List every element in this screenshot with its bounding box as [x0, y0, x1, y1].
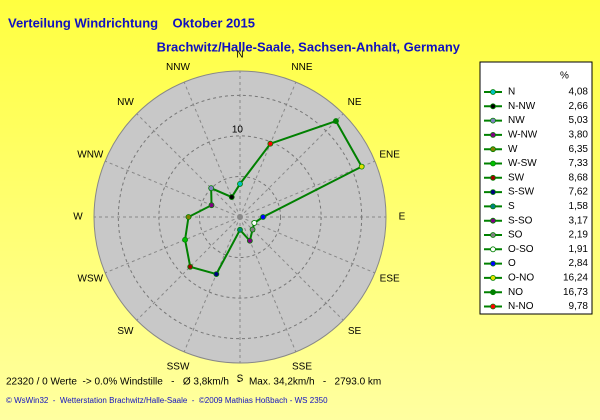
wind-point	[267, 140, 274, 147]
spoke	[183, 216, 241, 353]
legend-value: 16,73	[563, 287, 588, 298]
legend-value: 1,58	[569, 201, 589, 212]
direction-label: NNE	[291, 62, 312, 73]
legend-marker	[490, 232, 496, 238]
legend-marker	[490, 160, 496, 167]
wind-point	[228, 194, 235, 200]
legend-name: SW	[508, 172, 525, 183]
legend-marker	[490, 203, 496, 210]
direction-label: E	[399, 212, 406, 223]
legend-marker	[490, 289, 496, 296]
footer: 22320 / 0 Werte -> 0.0% Windstille - Ø 3…	[6, 377, 381, 388]
legend-value: 7,62	[569, 187, 589, 198]
legend-value: 9,78	[569, 301, 589, 312]
legend-name: W-SW	[508, 158, 537, 169]
legend-name: W	[508, 144, 518, 155]
wind-point	[187, 263, 194, 270]
wind-point	[333, 118, 339, 124]
direction-label: SSW	[167, 361, 190, 372]
legend-marker	[490, 246, 496, 253]
wind-point	[246, 237, 253, 244]
legend-value: 16,24	[563, 273, 588, 284]
grid-ring	[158, 135, 322, 299]
legend-header: %	[560, 71, 569, 82]
legend-name: NW	[508, 115, 525, 126]
legend-name: S	[508, 201, 515, 212]
wind-point	[358, 163, 365, 170]
direction-label: W	[73, 212, 83, 223]
wind-point	[251, 220, 258, 226]
wind-point	[213, 271, 220, 278]
credits: © WsWin32 - Wetterstation Brachwitz/Hall…	[6, 396, 328, 405]
legend-name: NO	[508, 287, 523, 298]
grid-ring	[198, 175, 282, 259]
wind-point	[182, 236, 188, 243]
legend-marker	[490, 303, 496, 310]
legend-name: O	[508, 258, 516, 269]
direction-label: S	[237, 374, 244, 385]
legend-name: S-SO	[508, 215, 533, 226]
legend-name: N	[508, 87, 515, 98]
legend-value: 2,84	[569, 258, 589, 269]
spoke	[239, 216, 376, 274]
spoke	[239, 216, 344, 321]
legend-box	[479, 61, 593, 315]
legend-value: 5,03	[569, 115, 589, 126]
legend-name: S-SW	[508, 187, 535, 198]
r-tick-label: 10	[232, 125, 244, 136]
legend-marker	[490, 189, 496, 196]
wind-point	[185, 214, 192, 220]
legend-name: O-SO	[508, 244, 534, 255]
legend-name: SO	[508, 230, 523, 241]
wind-point	[237, 181, 243, 187]
legend-value: 8,68	[569, 172, 589, 183]
legend-name: N-NO	[508, 301, 534, 312]
legend-value: 7,33	[569, 158, 589, 169]
legend-marker	[490, 146, 496, 153]
wind-point	[260, 214, 266, 220]
legend-value: 1,91	[569, 244, 589, 255]
wind-point	[208, 185, 215, 192]
direction-label: NW	[117, 97, 134, 108]
legend-value: 3,17	[569, 215, 589, 226]
legend-value: 6,35	[569, 144, 589, 155]
wind-point	[208, 202, 215, 209]
direction-label: SE	[348, 326, 362, 337]
legend-value: 3,80	[569, 130, 589, 141]
chart-title: Verteilung Windrichtung Oktober 2015	[8, 15, 255, 30]
direction-label: SW	[117, 326, 134, 337]
spoke	[136, 113, 241, 218]
spoke	[104, 216, 241, 274]
legend-name: W-NW	[508, 130, 538, 141]
chart-subtitle: Brachwitz/Halle-Saale, Sachsen-Anhalt, G…	[157, 39, 461, 54]
legend-marker	[490, 260, 496, 267]
legend-value: 2,66	[569, 101, 589, 112]
direction-label: WSW	[78, 274, 104, 285]
legend-marker	[490, 217, 496, 224]
direction-label: WNW	[77, 150, 104, 161]
spoke	[104, 160, 241, 218]
legend-name: N-NW	[508, 101, 536, 112]
legend-marker	[490, 131, 496, 138]
grid-ring	[117, 94, 363, 340]
legend-value: 2,19	[569, 230, 589, 241]
direction-label: ESE	[380, 274, 400, 285]
direction-label: SSE	[292, 361, 312, 372]
legend-marker	[490, 103, 496, 110]
direction-label: N	[236, 50, 243, 61]
legend-marker	[490, 174, 496, 181]
legend-marker	[490, 117, 496, 124]
wind-point	[237, 226, 243, 233]
direction-label: NE	[348, 97, 362, 108]
legend-marker	[490, 274, 496, 281]
legend-value: 4,08	[569, 87, 589, 98]
direction-label: NNW	[166, 62, 190, 73]
wind-point	[249, 226, 256, 233]
legend-name: O-NO	[508, 273, 534, 284]
legend-marker	[490, 89, 496, 95]
direction-label: ENE	[379, 150, 400, 161]
